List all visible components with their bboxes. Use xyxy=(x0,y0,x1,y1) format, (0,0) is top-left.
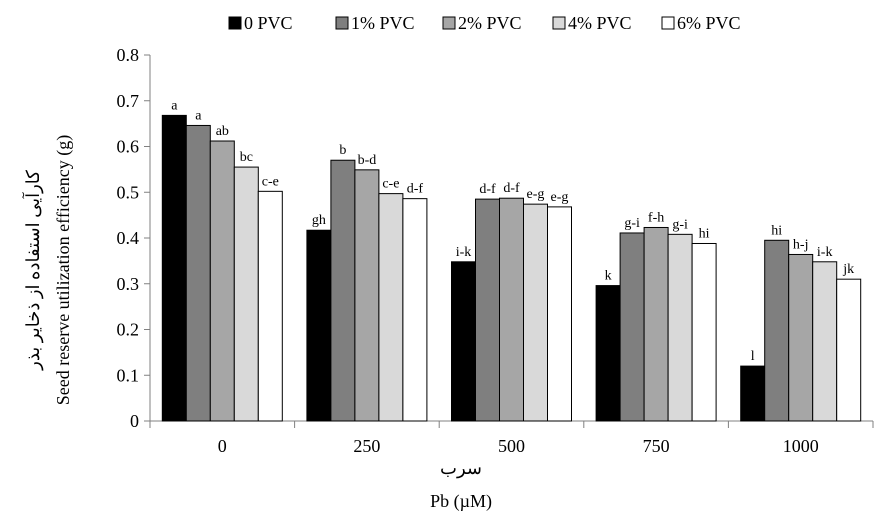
x-tick-label: 0 xyxy=(218,436,227,456)
bar xyxy=(499,197,524,422)
bar xyxy=(257,190,283,422)
bar xyxy=(161,114,187,422)
x-axis-title-persian: سرب xyxy=(440,458,482,479)
legend-swatch xyxy=(442,16,456,30)
bar xyxy=(691,242,717,422)
significance-letter: g-i xyxy=(624,216,640,231)
y-tick-label: 0.2 xyxy=(117,320,140,340)
bar xyxy=(667,233,693,422)
significance-letter: d-f xyxy=(479,182,496,197)
significance-letter: c-e xyxy=(262,174,279,189)
bar xyxy=(233,166,259,422)
x-tick-label: 1000 xyxy=(783,436,819,456)
x-axis: 0 250 500 750 1000 xyxy=(149,420,874,456)
significance-letter: a xyxy=(171,98,178,113)
legend-swatch xyxy=(335,16,349,30)
x-tick-label: 250 xyxy=(353,436,380,456)
significance-letter: bc xyxy=(240,150,253,165)
legend-entry: 1% PVC xyxy=(351,13,415,33)
bar xyxy=(306,229,332,422)
bar xyxy=(475,198,500,422)
y-axis-title: Seed reserve utilization efficiency (g) xyxy=(53,135,74,406)
y-axis: 0 0.1 0.2 0.3 0.4 0.5 0.6 0.7 0.8 xyxy=(117,45,151,431)
x-axis-title: Pb (µM) xyxy=(430,491,492,512)
x-tick-label: 500 xyxy=(498,436,525,456)
bars xyxy=(161,114,862,422)
bar xyxy=(185,124,211,422)
y-axis-title-persian: کارآیی استفاده از ذخایر بذر xyxy=(22,170,44,371)
bar xyxy=(836,278,862,422)
significance-letter: hi xyxy=(699,226,710,241)
bar xyxy=(402,198,428,422)
significance-letter: ab xyxy=(216,124,229,139)
significance-letter: hi xyxy=(771,223,782,238)
legend-entry: 2% PVC xyxy=(458,13,522,33)
significance-letter: l xyxy=(751,349,755,364)
bar xyxy=(595,285,621,422)
bar xyxy=(788,253,814,422)
legend-swatch xyxy=(552,16,566,30)
y-tick-label: 0.5 xyxy=(117,182,140,202)
y-tick-label: 0.7 xyxy=(117,91,140,111)
significance-letter: gh xyxy=(312,213,326,228)
bar xyxy=(330,159,356,422)
x-tick-label: 750 xyxy=(643,436,670,456)
significance-letter: b-d xyxy=(358,153,377,168)
legend: 0 PVC 1% PVC 2% PVC 4% PVC 6% PVC xyxy=(228,13,741,33)
legend-entry: 6% PVC xyxy=(677,13,741,33)
significance-letter: i-k xyxy=(456,245,472,260)
y-tick-label: 0.6 xyxy=(117,137,140,157)
bar xyxy=(740,365,766,422)
bar xyxy=(547,206,572,422)
significance-letter: b xyxy=(339,143,346,158)
y-tick-label: 0 xyxy=(130,411,139,431)
significance-letter: e-g xyxy=(551,190,569,205)
significance-letter: a xyxy=(195,108,202,123)
bar xyxy=(378,193,404,422)
significance-letter: d-f xyxy=(503,181,520,196)
significance-letter: i-k xyxy=(817,245,833,260)
bar xyxy=(764,239,790,422)
legend-swatch xyxy=(661,16,675,30)
bar xyxy=(354,169,380,422)
bar xyxy=(209,140,235,422)
legend-entry: 0 PVC xyxy=(244,13,293,33)
y-tick-label: 0.4 xyxy=(117,228,140,248)
y-tick-label: 0.8 xyxy=(117,45,140,65)
y-tick-label: 0.1 xyxy=(117,365,140,385)
significance-letter: c-e xyxy=(382,177,399,192)
significance-letter: h-j xyxy=(793,237,809,252)
bar xyxy=(451,261,476,422)
legend-swatch xyxy=(228,16,242,30)
significance-letter: jk xyxy=(842,262,854,277)
bar xyxy=(619,232,645,422)
legend-entry: 4% PVC xyxy=(568,13,632,33)
significance-letter: f-h xyxy=(648,210,664,225)
bar xyxy=(812,261,838,422)
bar xyxy=(643,226,669,422)
bar xyxy=(523,203,548,422)
significance-letter: k xyxy=(605,269,612,284)
significance-letter: e-g xyxy=(527,187,545,202)
y-tick-label: 0.3 xyxy=(117,274,140,294)
significance-letter: d-f xyxy=(407,182,424,197)
significance-letter: g-i xyxy=(672,217,688,232)
